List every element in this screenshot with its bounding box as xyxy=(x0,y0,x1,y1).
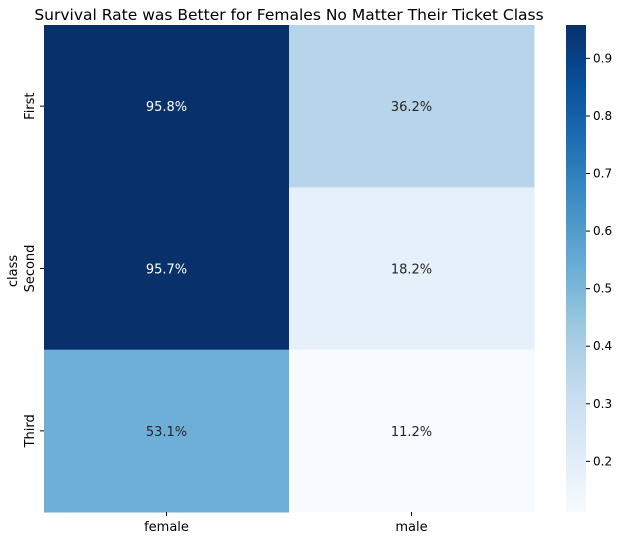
colorbar: 0.2 0.3 0.4 0.5 0.6 0.7 0.8 0.9 xyxy=(566,25,612,512)
y-axis-label: class xyxy=(6,255,21,287)
x-tick-label: male xyxy=(395,520,427,535)
colorbar-tick-label: 0.8 xyxy=(593,109,612,123)
y-tick-labels: First Second Third xyxy=(23,92,44,448)
y-tick-label: Third xyxy=(23,414,38,448)
x-tick-label: female xyxy=(144,520,189,535)
y-tick-label: Second xyxy=(23,245,38,293)
colorbar-tick-label: 0.3 xyxy=(593,397,612,411)
cell-label: 18.2% xyxy=(391,263,432,278)
heatmap-cell-third-male xyxy=(289,349,535,513)
cell-label: 95.7% xyxy=(146,263,187,278)
cell-label: 53.1% xyxy=(146,425,187,440)
colorbar-tick-label: 0.5 xyxy=(593,282,612,296)
colorbar-tick-label: 0.4 xyxy=(593,339,612,353)
cell-label: 11.2% xyxy=(391,425,432,440)
heatmap-cell-first-male xyxy=(289,25,535,188)
colorbar-ticks: 0.2 0.3 0.4 0.5 0.6 0.7 0.8 0.9 xyxy=(586,51,612,468)
chart-title: Survival Rate was Better for Females No … xyxy=(34,6,543,24)
heatmap-cell-first-female xyxy=(44,25,290,188)
y-tick-label: First xyxy=(23,92,38,119)
x-tick-labels: female male xyxy=(144,512,428,535)
heatmap-cells: 95.8% 36.2% 95.7% 18.2% 53.1% 11.2% xyxy=(44,25,535,513)
colorbar-tick-label: 0.2 xyxy=(593,454,612,468)
cell-label: 95.8% xyxy=(146,100,187,115)
colorbar-tick-label: 0.6 xyxy=(593,224,612,238)
heatmap-cell-third-female xyxy=(44,349,290,513)
colorbar-tick-label: 0.9 xyxy=(593,51,612,65)
colorbar-gradient xyxy=(566,25,586,512)
heatmap-cell-second-female xyxy=(44,187,290,351)
colorbar-tick-label: 0.7 xyxy=(593,167,612,181)
cell-label: 36.2% xyxy=(391,100,432,115)
heatmap-cell-second-male xyxy=(289,187,535,351)
